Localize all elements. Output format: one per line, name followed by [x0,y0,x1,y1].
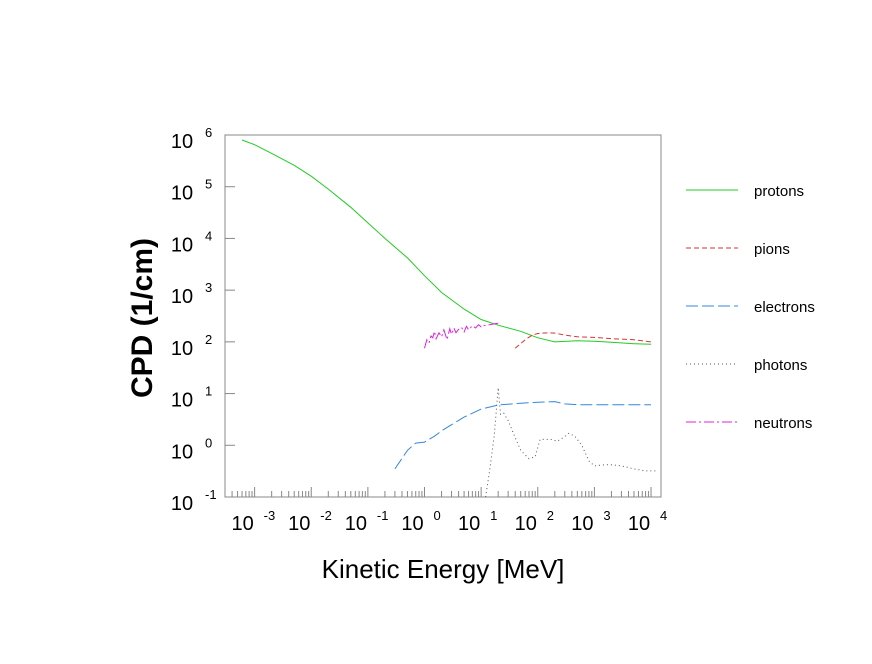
series-line-photons [485,387,656,498]
y-tick-label-exponent: 2 [205,332,212,347]
y-tick-label: 10 [171,234,193,256]
x-tick-label: 10 [458,513,480,535]
y-tick-label-exponent: -1 [205,487,217,502]
x-tick-label: 10 [345,513,367,535]
x-tick-label-exponent: 0 [434,508,441,523]
y-tick-label-exponent: 4 [205,228,212,243]
x-tick-label-exponent: 4 [660,508,667,523]
x-tick-label-exponent: -1 [377,508,389,523]
y-tick-label: 10 [171,131,193,153]
legend-label-pions: pions [754,241,790,258]
legend-label-electrons: electrons [754,299,815,316]
x-tick-label-exponent: 3 [603,508,610,523]
x-tick-label-exponent: 2 [547,508,554,523]
x-tick-label-exponent: 1 [490,508,497,523]
series-line-protons [241,139,652,345]
y-tick-label: 10 [171,493,193,515]
x-tick-label: 10 [571,513,593,535]
x-tick-label: 10 [288,513,310,535]
plot-frame [224,134,662,498]
legend-label-photons: photons [754,357,807,374]
y-tick-label: 10 [171,286,193,308]
y-tick-label: 10 [171,338,193,360]
y-tick-label-exponent: 6 [205,125,212,140]
x-tick-label: 10 [231,513,253,535]
legend-label-protons: protons [754,183,804,200]
x-axis-title: Kinetic Energy [MeV] [322,554,565,584]
y-tick-label-exponent: 5 [205,177,212,192]
x-tick-label: 10 [401,513,423,535]
y-tick-label: 10 [171,441,193,463]
x-tick-label: 10 [628,513,650,535]
y-axis-title: CPD (1/cm) [126,238,159,398]
y-tick-label-exponent: 0 [205,435,212,450]
y-tick-label-exponent: 1 [205,384,212,399]
x-tick-label-exponent: -3 [264,508,276,523]
series-line-pions [514,332,652,349]
legend-label-neutrons: neutrons [754,415,812,432]
y-tick-label: 10 [171,390,193,412]
y-tick-label-exponent: 3 [205,280,212,295]
y-tick-label: 10 [171,183,193,205]
x-tick-label: 10 [515,513,537,535]
series-line-electrons [394,401,651,470]
x-tick-label-exponent: -2 [320,508,332,523]
series-line-neutrons [424,322,499,349]
